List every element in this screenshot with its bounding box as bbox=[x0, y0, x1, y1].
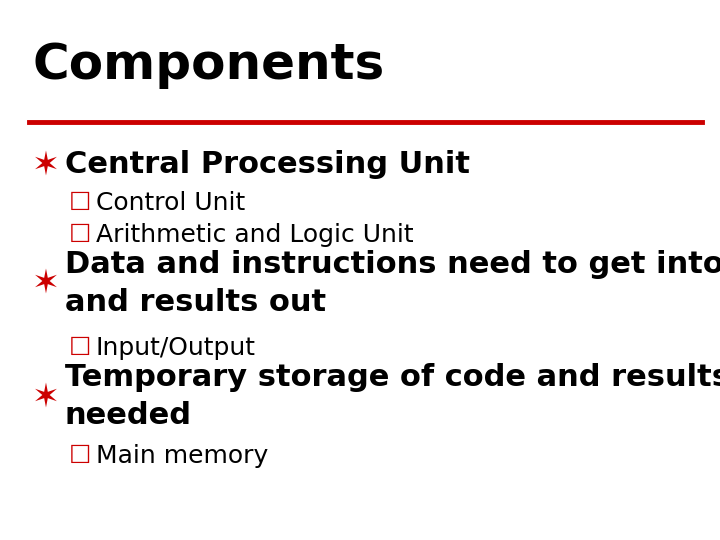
Text: ✶: ✶ bbox=[32, 380, 60, 414]
Text: ✶: ✶ bbox=[32, 148, 60, 181]
Text: Control Unit: Control Unit bbox=[96, 191, 245, 214]
Text: ☐: ☐ bbox=[68, 336, 91, 360]
Text: ✶: ✶ bbox=[32, 267, 60, 300]
Text: Data and instructions need to get into the CPU
and results out: Data and instructions need to get into t… bbox=[65, 250, 720, 317]
Text: ☐: ☐ bbox=[68, 223, 91, 247]
Text: Input/Output: Input/Output bbox=[96, 336, 256, 360]
Text: Temporary storage of code and results is
needed: Temporary storage of code and results is… bbox=[65, 363, 720, 430]
Text: Arithmetic and Logic Unit: Arithmetic and Logic Unit bbox=[96, 223, 413, 247]
Text: ☐: ☐ bbox=[68, 444, 91, 468]
Text: Central Processing Unit: Central Processing Unit bbox=[65, 150, 470, 179]
Text: Main memory: Main memory bbox=[96, 444, 268, 468]
Text: Components: Components bbox=[32, 41, 384, 89]
Text: ☐: ☐ bbox=[68, 191, 91, 214]
